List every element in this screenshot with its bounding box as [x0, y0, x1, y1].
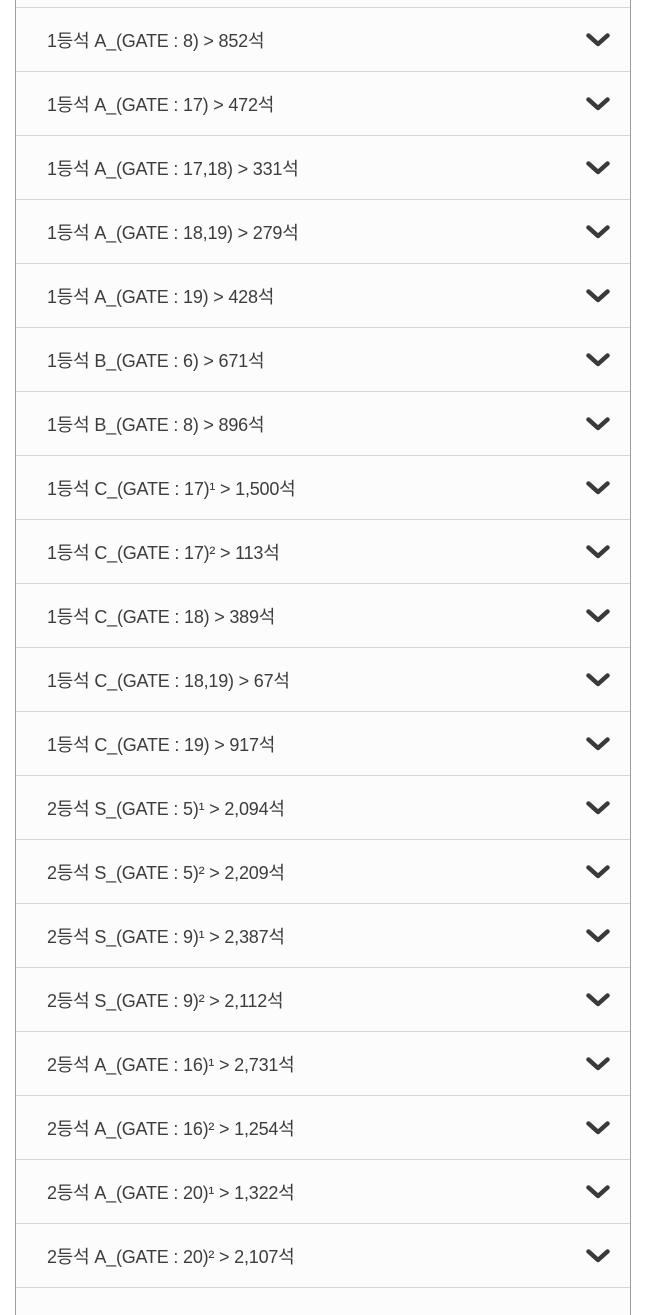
seat-section-row[interactable]: 2등석 A_(GATE : 20)² > 2,107석 — [16, 1224, 630, 1288]
seat-section-row-partial-bottom[interactable] — [16, 1288, 630, 1295]
seat-section-label: 1등석 C_(GATE : 19) > 917석 — [47, 734, 276, 755]
seat-section-label: 1등석 A_(GATE : 8) > 852석 — [47, 30, 265, 51]
seat-section-row[interactable]: 2등석 S_(GATE : 9)¹ > 2,387석 — [16, 904, 630, 968]
chevron-down-icon — [585, 160, 611, 176]
chevron-down-icon — [585, 1056, 611, 1072]
chevron-down-icon — [585, 96, 611, 112]
seat-section-label: 2등석 A_(GATE : 20)² > 2,107석 — [47, 1246, 295, 1267]
seat-section-label: 2등석 S_(GATE : 9)² > 2,112석 — [47, 990, 284, 1011]
chevron-down-icon — [585, 1184, 611, 1200]
seat-section-row[interactable]: 2등석 S_(GATE : 9)² > 2,112석 — [16, 968, 630, 1032]
seat-section-row[interactable]: 1등석 A_(GATE : 17) > 472석 — [16, 72, 630, 136]
seat-section-row-partial-top[interactable] — [16, 0, 630, 8]
seat-section-row[interactable]: 2등석 S_(GATE : 5)¹ > 2,094석 — [16, 776, 630, 840]
seat-section-label: 2등석 S_(GATE : 5)² > 2,209석 — [47, 862, 285, 883]
seat-section-label: 1등석 A_(GATE : 17) > 472석 — [47, 94, 275, 115]
chevron-down-icon — [585, 544, 611, 560]
seat-section-row[interactable]: 1등석 A_(GATE : 19) > 428석 — [16, 264, 630, 328]
seat-section-row[interactable]: 1등석 B_(GATE : 6) > 671석 — [16, 328, 630, 392]
chevron-down-icon — [585, 224, 611, 240]
chevron-down-icon — [585, 416, 611, 432]
seat-section-label: 2등석 A_(GATE : 20)¹ > 1,322석 — [47, 1182, 295, 1203]
seat-section-row[interactable]: 1등석 A_(GATE : 18,19) > 279석 — [16, 200, 630, 264]
seat-section-label: 1등석 C_(GATE : 17)² > 113석 — [47, 542, 280, 563]
seat-section-label: 1등석 B_(GATE : 8) > 896석 — [47, 414, 265, 435]
chevron-down-icon — [585, 800, 611, 816]
seat-section-label: 1등석 C_(GATE : 17)¹ > 1,500석 — [47, 478, 296, 499]
chevron-down-icon — [585, 672, 611, 688]
chevron-down-icon — [585, 480, 611, 496]
seat-section-row[interactable]: 1등석 C_(GATE : 17)¹ > 1,500석 — [16, 456, 630, 520]
seat-section-label: 2등석 S_(GATE : 9)¹ > 2,387석 — [47, 926, 285, 947]
seat-section-label: 2등석 S_(GATE : 5)¹ > 2,094석 — [47, 798, 285, 819]
chevron-down-icon — [585, 352, 611, 368]
seat-section-accordion-list: 1등석 A_(GATE : 8) > 852석 1등석 A_(GATE : 17… — [15, 0, 631, 1315]
seat-section-row[interactable]: 2등석 A_(GATE : 16)² > 1,254석 — [16, 1096, 630, 1160]
seat-section-row[interactable]: 1등석 A_(GATE : 17,18) > 331석 — [16, 136, 630, 200]
chevron-down-icon — [585, 736, 611, 752]
chevron-down-icon — [585, 608, 611, 624]
seat-section-row[interactable]: 1등석 C_(GATE : 17)² > 113석 — [16, 520, 630, 584]
chevron-down-icon — [585, 1120, 611, 1136]
chevron-down-icon — [585, 992, 611, 1008]
seat-section-label: 1등석 B_(GATE : 6) > 671석 — [47, 350, 265, 371]
seat-section-row[interactable]: 2등석 A_(GATE : 20)¹ > 1,322석 — [16, 1160, 630, 1224]
seat-section-row[interactable]: 1등석 C_(GATE : 18,19) > 67석 — [16, 648, 630, 712]
rows-container: 1등석 A_(GATE : 8) > 852석 1등석 A_(GATE : 17… — [16, 8, 630, 1288]
chevron-down-icon — [585, 288, 611, 304]
seat-section-label: 1등석 A_(GATE : 18,19) > 279석 — [47, 222, 299, 243]
seat-section-label: 1등석 A_(GATE : 19) > 428석 — [47, 286, 275, 307]
seat-section-label: 1등석 C_(GATE : 18) > 389석 — [47, 606, 276, 627]
seat-section-row[interactable]: 2등석 S_(GATE : 5)² > 2,209석 — [16, 840, 630, 904]
seat-section-label: 2등석 A_(GATE : 16)¹ > 2,731석 — [47, 1054, 295, 1075]
chevron-down-icon — [585, 928, 611, 944]
seat-section-row[interactable]: 1등석 C_(GATE : 18) > 389석 — [16, 584, 630, 648]
chevron-down-icon — [585, 1248, 611, 1264]
seat-section-row[interactable]: 1등석 A_(GATE : 8) > 852석 — [16, 8, 630, 72]
seat-section-label: 2등석 A_(GATE : 16)² > 1,254석 — [47, 1118, 295, 1139]
seat-section-row[interactable]: 2등석 A_(GATE : 16)¹ > 2,731석 — [16, 1032, 630, 1096]
seat-section-label: 1등석 A_(GATE : 17,18) > 331석 — [47, 158, 299, 179]
chevron-down-icon — [585, 32, 611, 48]
chevron-down-icon — [585, 864, 611, 880]
seat-section-row[interactable]: 1등석 B_(GATE : 8) > 896석 — [16, 392, 630, 456]
seat-section-row[interactable]: 1등석 C_(GATE : 19) > 917석 — [16, 712, 630, 776]
seat-section-label: 1등석 C_(GATE : 18,19) > 67석 — [47, 670, 290, 691]
